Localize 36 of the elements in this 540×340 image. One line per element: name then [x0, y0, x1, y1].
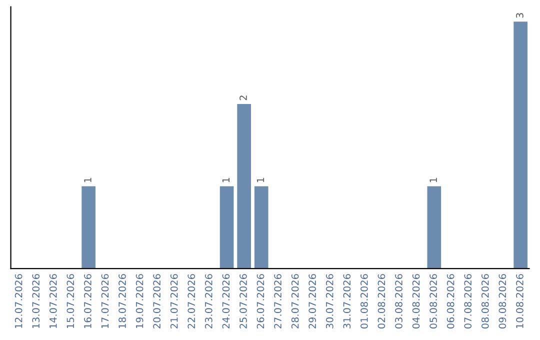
x-tick-label: 04.08.2026 [412, 274, 420, 328]
x-tick-label: 15.07.2026 [66, 274, 74, 328]
x-tick-label: 12.07.2026 [14, 274, 22, 328]
data-label: 1 [84, 178, 92, 182]
x-tick-label: 05.08.2026 [430, 274, 437, 328]
x-tick-label: 26.07.2026 [256, 274, 264, 328]
x-tick-label: 29.07.2026 [308, 274, 316, 328]
data-label: 1 [430, 178, 437, 182]
x-tick-label: 03.08.2026 [395, 274, 402, 328]
data-label: 3 [516, 13, 524, 18]
x-tick-label: 30.07.2026 [326, 274, 334, 328]
x-tick-label: 28.07.2026 [291, 274, 299, 328]
x-tick-label: 07.08.2026 [464, 274, 472, 328]
x-tick-label: 22.07.2026 [188, 274, 196, 328]
x-tick-label: 27.07.2026 [274, 274, 282, 328]
x-tick-label: 14.07.2026 [49, 274, 57, 328]
x-tick-label: 25.07.2026 [240, 274, 247, 328]
x-tick-label: 09.08.2026 [498, 274, 506, 328]
x-tick-label: 19.07.2026 [136, 274, 144, 328]
x-tick-label: 20.07.2026 [153, 274, 160, 328]
x-tick-label: 02.08.2026 [378, 274, 386, 328]
x-tick-label: 24.07.2026 [222, 274, 230, 328]
x-tick-label: 10.08.2026 [516, 274, 524, 328]
x-tick-label: 16.07.2026 [84, 274, 92, 328]
data-label: 2 [240, 96, 247, 100]
data-label: 1 [222, 178, 230, 182]
x-tick-label: 23.07.2026 [204, 274, 212, 328]
x-tick-label: 31.07.2026 [343, 274, 351, 328]
x-tick-label: 08.08.2026 [481, 274, 489, 328]
data-label: 1 [256, 178, 264, 182]
x-tick-label: 13.07.2026 [32, 274, 40, 328]
x-tick-label: 01.08.2026 [360, 274, 368, 328]
x-tick-label: 21.07.2026 [170, 274, 178, 328]
x-tick-label: 06.08.2026 [446, 274, 454, 328]
x-tick-label: 17.07.2026 [101, 274, 109, 328]
x-tick-label: 18.07.2026 [118, 274, 126, 328]
